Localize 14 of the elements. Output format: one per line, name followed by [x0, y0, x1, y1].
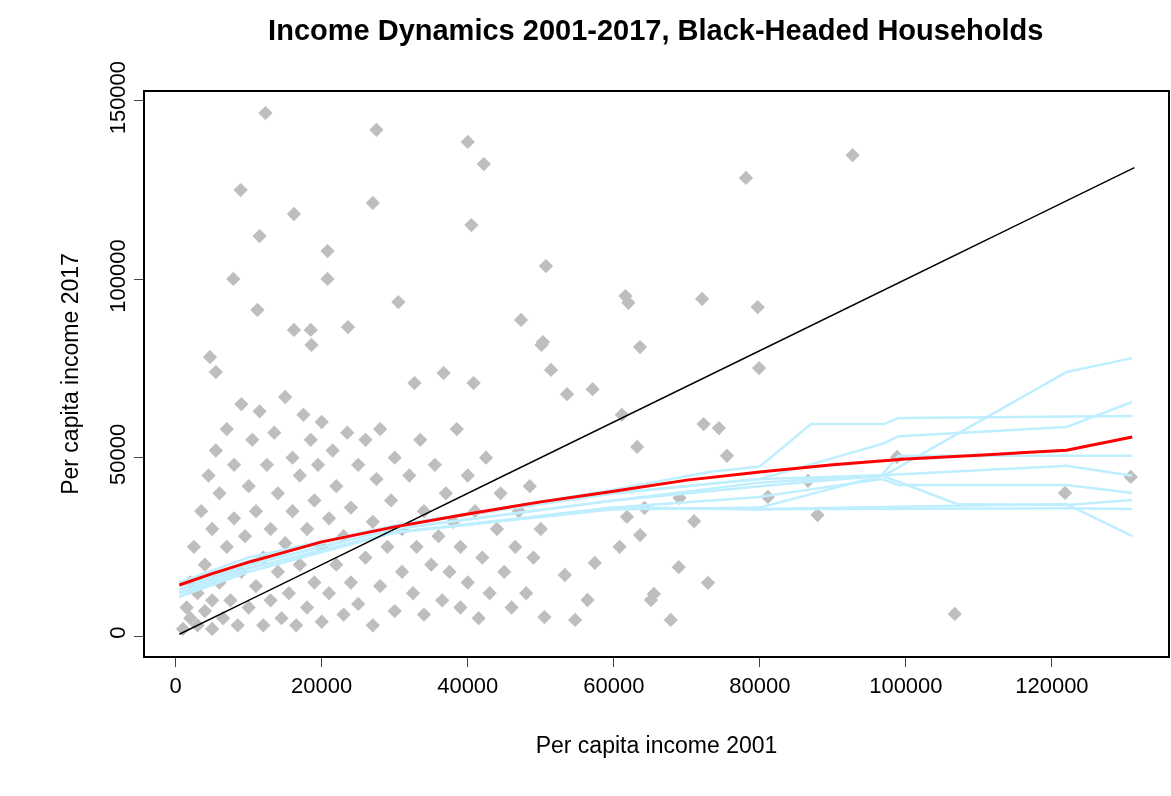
x-tick-label: 100000: [869, 673, 943, 699]
chart-title: Income Dynamics 2001-2017, Black-Headed Households: [268, 14, 1044, 47]
y-axis-title: Per capita income 2017: [57, 253, 84, 495]
y-tick-label: 0: [105, 626, 131, 639]
x-tick-label: 60000: [583, 673, 645, 699]
x-tick-label: 120000: [1015, 673, 1089, 699]
x-axis-title: Per capita income 2001: [535, 732, 778, 759]
x-tick-label: 20000: [291, 673, 353, 699]
y-tick-label: 150000: [105, 60, 131, 135]
y-tick-label: 100000: [105, 239, 131, 313]
x-tick-label: 40000: [437, 673, 499, 699]
x-tick-label: 0: [169, 673, 182, 699]
x-tick-label: 80000: [729, 673, 791, 699]
y-tick-label: 50000: [105, 423, 131, 485]
